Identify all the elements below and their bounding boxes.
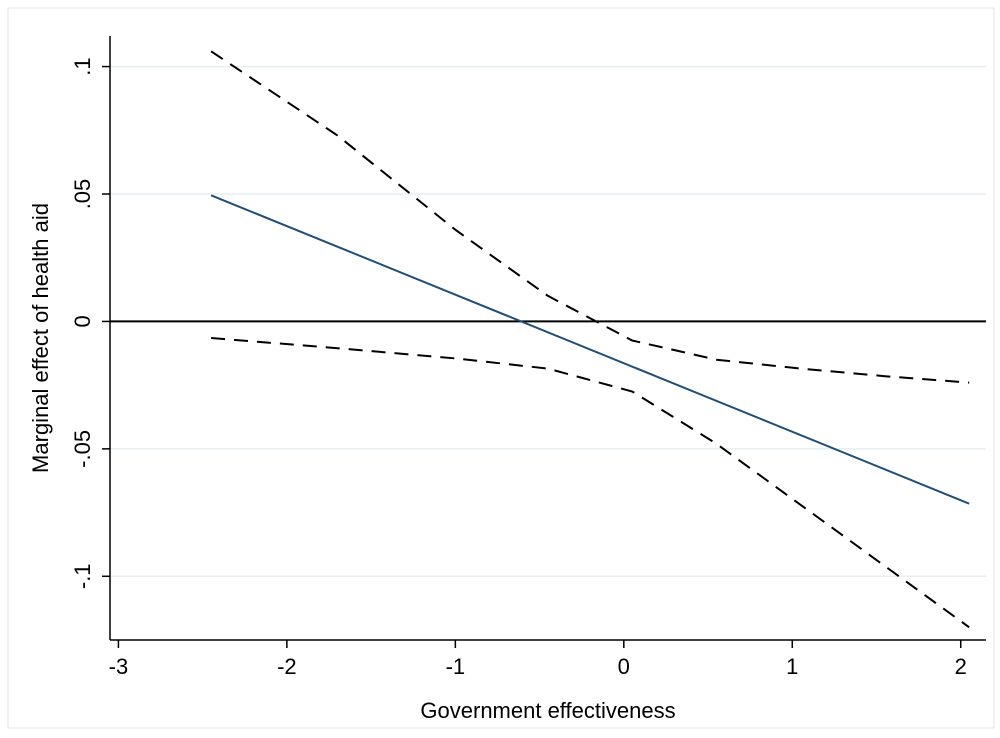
x-tick-label-4: 1 [786, 654, 798, 679]
label-layer: Government effectiveness Marginal effect… [28, 203, 676, 723]
x-tick-label-2: -1 [446, 654, 466, 679]
y-tick-label-2: 0 [70, 315, 95, 327]
axis-layer: -.1 -.05 0 .05 .1 -3 -2 -1 0 1 2 [70, 36, 986, 679]
x-axis-title: Government effectiveness [420, 698, 675, 723]
x-tick-label-1: -2 [277, 654, 297, 679]
x-tick-label-0: -3 [109, 654, 129, 679]
series-layer [110, 50, 986, 629]
x-tick-label-3: 0 [618, 654, 630, 679]
graph-region [7, 7, 995, 729]
upper-line [210, 50, 970, 384]
y-tick-label-3: .05 [70, 179, 95, 210]
y-tick-label-0: -.1 [70, 563, 95, 589]
lower-line [211, 337, 970, 629]
y-tick-label-1: -.05 [70, 430, 95, 468]
y-axis-title: Marginal effect of health aid [28, 203, 53, 473]
y-tick-label-4: .1 [70, 57, 95, 75]
x-tick-label-5: 2 [955, 654, 967, 679]
estimate-line [210, 194, 970, 505]
